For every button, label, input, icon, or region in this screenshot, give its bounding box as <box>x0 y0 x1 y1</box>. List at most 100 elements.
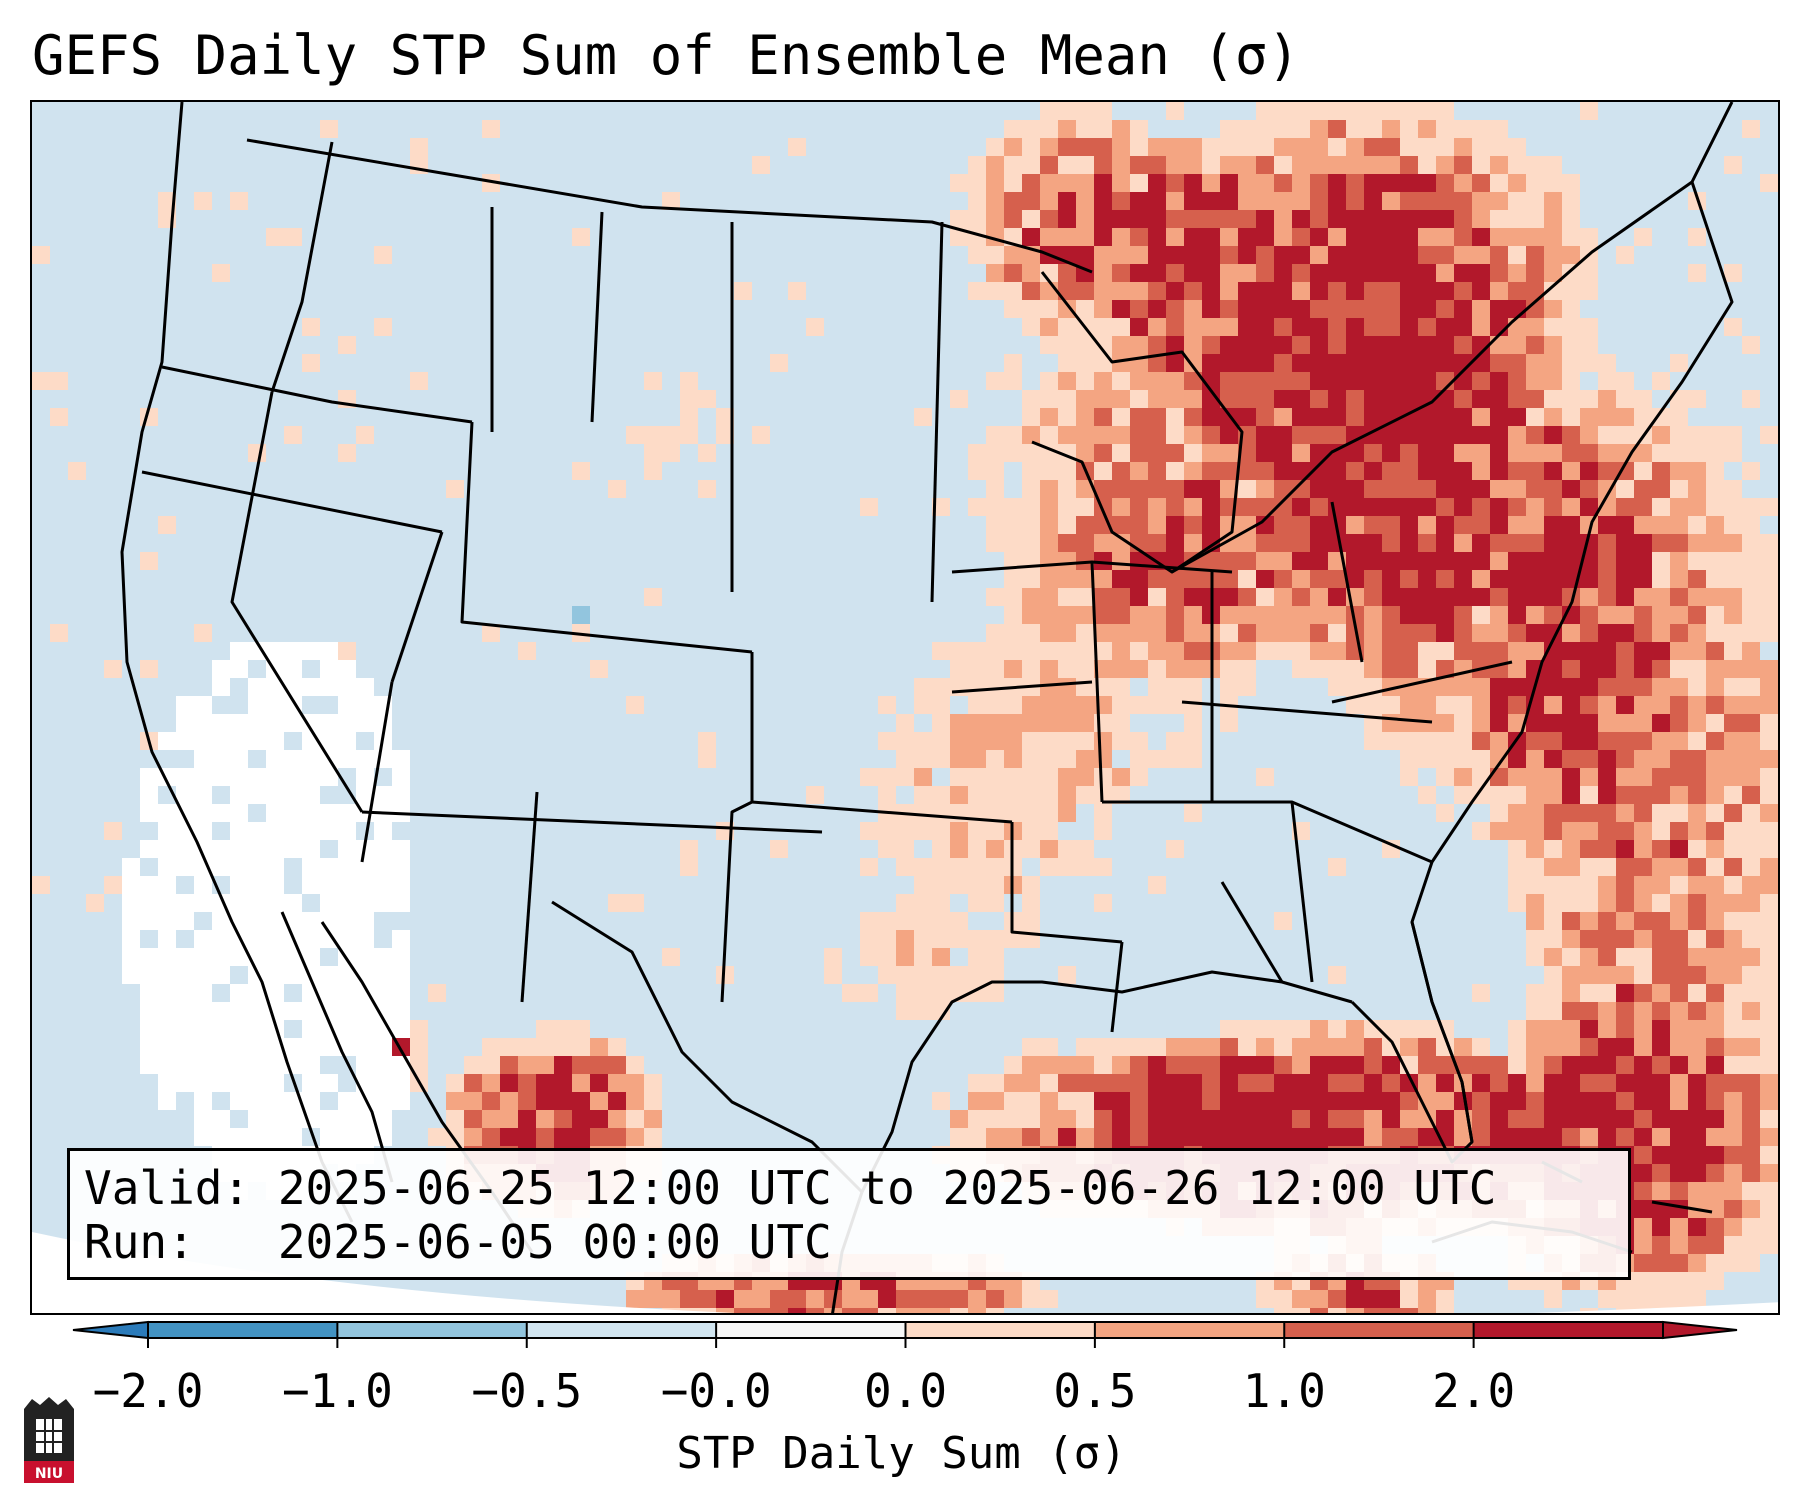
stp-grid-cell <box>1562 1110 1580 1128</box>
stp-grid-cell <box>230 732 248 750</box>
stp-grid-cell <box>176 714 194 732</box>
stp-grid-cell <box>1346 300 1364 318</box>
stp-grid-cell <box>1760 1200 1778 1218</box>
stp-grid-cell <box>1220 570 1238 588</box>
stp-grid-cell <box>1292 300 1310 318</box>
stp-grid-cell <box>194 804 212 822</box>
stp-grid-cell <box>1130 1110 1148 1128</box>
stp-grid-cell <box>1598 894 1616 912</box>
stp-grid-cell <box>806 1308 824 1313</box>
stp-grid-cell <box>266 1092 284 1110</box>
stp-grid-cell <box>320 984 338 1002</box>
stp-grid-cell <box>1706 894 1724 912</box>
stp-grid-cell <box>1598 588 1616 606</box>
stp-grid-cell <box>680 858 698 876</box>
stp-grid-cell <box>1652 1056 1670 1074</box>
stp-grid-cell <box>1724 930 1742 948</box>
stp-grid-cell <box>1508 1128 1526 1146</box>
stp-grid-cell <box>1184 210 1202 228</box>
stp-grid-cell <box>356 768 374 786</box>
stp-grid-cell <box>1022 462 1040 480</box>
stp-grid-cell <box>1472 228 1490 246</box>
stp-grid-cell <box>1760 768 1778 786</box>
stp-grid-cell <box>320 642 338 660</box>
stp-grid-cell <box>1094 102 1112 120</box>
stp-grid-cell <box>1418 1056 1436 1074</box>
stp-grid-cell <box>1364 408 1382 426</box>
stp-grid-cell <box>1490 174 1508 192</box>
stp-grid-cell <box>1256 1074 1274 1092</box>
stp-grid-cell <box>1202 1110 1220 1128</box>
stp-grid-cell <box>1724 660 1742 678</box>
stp-grid-cell <box>1778 876 1780 894</box>
stp-grid-cell <box>1238 390 1256 408</box>
stp-grid-cell <box>1022 660 1040 678</box>
stp-grid-cell <box>284 966 302 984</box>
stp-grid-cell <box>1652 1074 1670 1092</box>
stp-grid-cell <box>914 966 932 984</box>
stp-grid-cell <box>1292 516 1310 534</box>
colorbar-segment <box>1473 1322 1664 1338</box>
stp-grid-cell <box>986 876 1004 894</box>
stp-grid-cell <box>1652 372 1670 390</box>
stp-grid-cell <box>1616 930 1634 948</box>
stp-grid-cell <box>1562 372 1580 390</box>
stp-grid-cell <box>1562 1002 1580 1020</box>
stp-grid-cell <box>1706 588 1724 606</box>
stp-grid-cell <box>338 822 356 840</box>
stp-grid-cell <box>1526 210 1544 228</box>
stp-grid-cell <box>50 372 68 390</box>
stp-grid-cell <box>392 966 410 984</box>
stp-grid-cell <box>1526 1020 1544 1038</box>
stp-grid-cell <box>1598 408 1616 426</box>
stp-grid-cell <box>968 1110 986 1128</box>
stp-grid-cell <box>1670 822 1688 840</box>
stp-grid-cell <box>878 1308 896 1313</box>
stp-grid-cell <box>158 966 176 984</box>
stp-grid-cell <box>1778 858 1780 876</box>
stp-grid-cell <box>1706 1110 1724 1128</box>
stp-grid-cell <box>986 822 1004 840</box>
stp-grid-cell <box>1346 1290 1364 1308</box>
stp-grid-cell <box>1130 372 1148 390</box>
stp-grid-cell <box>1688 1020 1706 1038</box>
stp-grid-cell <box>986 372 1004 390</box>
stp-grid-cell <box>1220 336 1238 354</box>
boundary-line <box>1010 822 1123 944</box>
stp-grid-cell <box>1004 714 1022 732</box>
stp-grid-cell <box>518 642 536 660</box>
stp-grid-cell <box>1364 480 1382 498</box>
stp-grid-cell <box>1220 588 1238 606</box>
stp-grid-cell <box>482 1092 500 1110</box>
stp-grid-cell <box>1292 444 1310 462</box>
stp-grid-cell <box>1598 750 1616 768</box>
stp-grid-cell <box>1112 372 1130 390</box>
stp-grid-cell <box>1040 336 1058 354</box>
stp-grid-cell <box>986 984 1004 1002</box>
stp-grid-cell <box>1508 192 1526 210</box>
stp-grid-cell <box>158 1092 176 1110</box>
colorbar-extend-low <box>72 1320 149 1340</box>
stp-grid-cell <box>1526 714 1544 732</box>
stp-grid-cell <box>1724 1110 1742 1128</box>
stp-grid-cell <box>932 858 950 876</box>
stp-grid-cell <box>1148 750 1166 768</box>
stp-grid-cell <box>1166 282 1184 300</box>
stp-grid-cell <box>698 390 716 408</box>
stp-grid-cell <box>1382 696 1400 714</box>
stp-grid-cell <box>1382 660 1400 678</box>
stp-grid-cell <box>1274 1290 1292 1308</box>
stp-grid-cell <box>1688 462 1706 480</box>
stp-grid-cell <box>248 732 266 750</box>
stp-grid-cell <box>1292 318 1310 336</box>
stp-grid-cell <box>1598 1020 1616 1038</box>
stp-grid-cell <box>1454 156 1472 174</box>
stp-grid-cell <box>302 1002 320 1020</box>
stp-grid-cell <box>1292 138 1310 156</box>
stp-grid-cell <box>1706 642 1724 660</box>
stp-grid-cell <box>1238 1056 1256 1074</box>
stp-grid-cell <box>1688 750 1706 768</box>
stp-grid-cell <box>1598 480 1616 498</box>
stp-grid-cell <box>950 228 968 246</box>
valid-time-text: Valid: 2025-06-25 12:00 UTC to 2025-06-2… <box>84 1161 1497 1215</box>
